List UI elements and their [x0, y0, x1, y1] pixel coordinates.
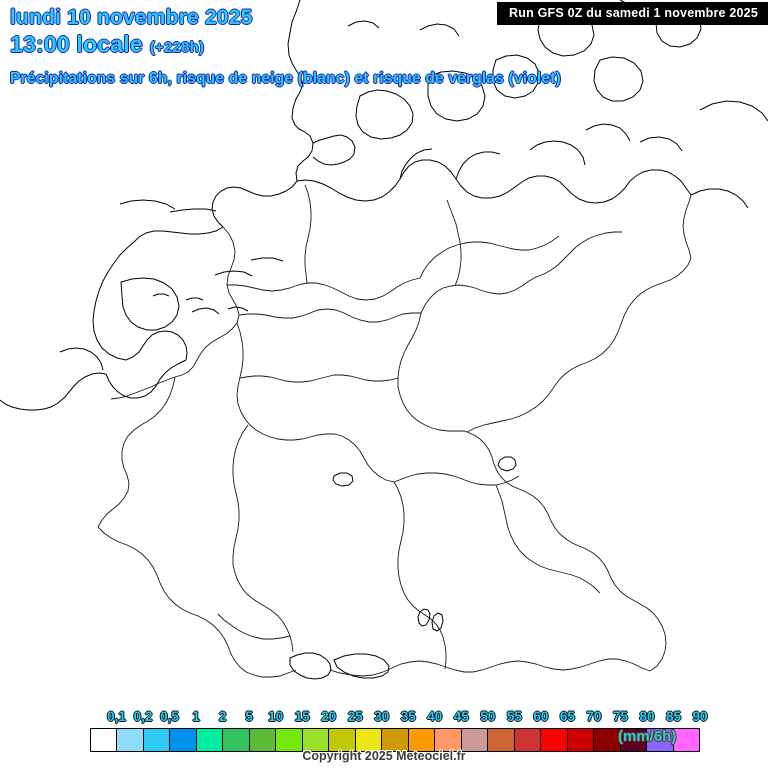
colorbar-swatch [673, 729, 700, 751]
colorbar-tick: 30 [374, 709, 390, 725]
colorbar-swatch [117, 729, 144, 751]
colorbar-swatch [461, 729, 489, 751]
colorbar-tick: 0,2 [133, 709, 153, 725]
colorbar-swatch [196, 729, 224, 751]
forecast-parameter-description: Précipitations sur 6h, risque de neige (… [10, 70, 562, 88]
colorbar-swatch [329, 729, 356, 751]
colorbar-swatches [90, 728, 700, 752]
precipitation-colorbar: 0,1 0,2 0,5 1 2 5 10 15 20 25 30 35 40 45 50 55 60 65 70 75… [90, 709, 708, 752]
colorbar-swatch [91, 729, 118, 751]
colorbar-swatch [249, 729, 277, 751]
colorbar-unit-label: (mm/6h) [618, 728, 677, 746]
colorbar-swatch [302, 729, 330, 751]
colorbar-swatch [382, 729, 409, 751]
colorbar-tick: 35 [400, 709, 416, 725]
colorbar-swatch [355, 729, 383, 751]
colorbar-tick: 2 [218, 709, 227, 725]
colorbar-tick: 80 [639, 709, 655, 725]
colorbar-tick: 50 [480, 709, 496, 725]
colorbar-tick: 40 [427, 709, 443, 725]
colorbar-tick: 15 [294, 709, 310, 725]
colorbar-tick: 70 [586, 709, 602, 725]
copyright-notice: Copyright 2025 Meteociel.fr [302, 749, 466, 763]
colorbar-tick: 45 [453, 709, 469, 725]
forecast-time-row: 13:00 locale (+228h) [10, 31, 205, 58]
colorbar-tick: 0,5 [160, 709, 180, 725]
colorbar-swatch [276, 729, 303, 751]
colorbar-swatch [143, 729, 171, 751]
forecast-date: lundi 10 novembre 2025 [10, 6, 253, 30]
colorbar-tick: 5 [245, 709, 253, 725]
colorbar-swatch [408, 729, 436, 751]
colorbar-swatch [567, 729, 595, 751]
colorbar-swatch [488, 729, 515, 751]
forecast-time: 13:00 locale [10, 31, 144, 58]
colorbar-tick: 60 [533, 709, 549, 725]
colorbar-tick: 65 [559, 709, 575, 725]
colorbar-tick: 25 [347, 709, 363, 725]
colorbar-swatch [435, 729, 462, 751]
colorbar-tick: 0,1 [107, 709, 127, 725]
colorbar-tick: 90 [692, 709, 708, 725]
country-and-state-borders [98, 185, 691, 677]
colorbar-swatch [647, 729, 674, 751]
colorbar-swatch [170, 729, 197, 751]
colorbar-swatch [594, 729, 621, 751]
forecast-lead-time: (+228h) [149, 39, 205, 57]
colorbar-swatch [514, 729, 542, 751]
colorbar-tick: 20 [321, 709, 337, 725]
colorbar-tick: 85 [665, 709, 682, 725]
colorbar-swatch [541, 729, 568, 751]
colorbar-swatch [620, 729, 648, 751]
model-run-banner: Run GFS 0Z du samedi 1 novembre 2025 [497, 2, 768, 25]
colorbar-tick-labels: 0,1 0,2 0,5 1 2 5 10 15 20 25 30 35 40 45 50 55 60 65 70 75… [90, 709, 708, 728]
colorbar-swatch [223, 729, 250, 751]
colorbar-tick: 10 [268, 709, 284, 725]
colorbar-tick: 55 [506, 709, 522, 725]
colorbar-tick: 1 [192, 709, 200, 725]
colorbar-tick: 75 [612, 709, 629, 725]
